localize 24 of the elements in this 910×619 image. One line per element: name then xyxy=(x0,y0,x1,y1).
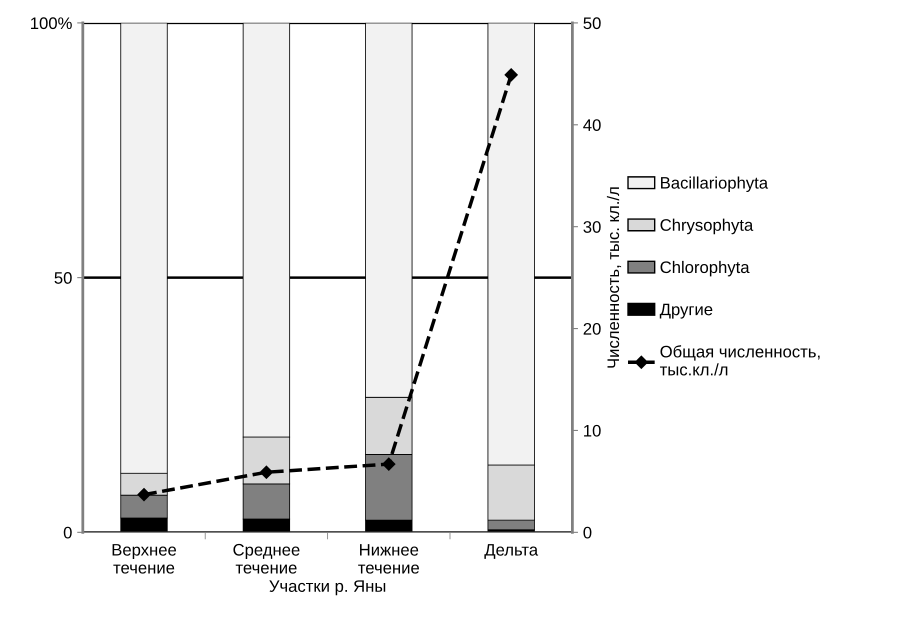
legend-label: Bacillariophyta xyxy=(661,176,768,192)
x-tick-label: Дельта xyxy=(484,544,538,559)
legend-label: Chrysophyta xyxy=(660,218,754,234)
x-tick-label: Верхнее течение xyxy=(112,544,176,574)
y2-axis-title: Численность, тыс. кл./л xyxy=(606,187,622,368)
y-tick-label: 0 xyxy=(64,526,72,539)
y2-tick-label: 0 xyxy=(583,526,592,539)
y-tick-label: 50 xyxy=(54,272,72,284)
y2-tick-label: 50 xyxy=(583,17,601,30)
y2-tick-label: 20 xyxy=(584,322,601,335)
x-tick-label: Нижнее течение xyxy=(358,544,420,574)
x-axis-title: Участки р. Яны xyxy=(269,580,386,596)
y2-tick-label: 30 xyxy=(583,221,601,233)
point xyxy=(382,457,396,471)
point xyxy=(504,68,518,82)
x-tick-label: Среднее течение xyxy=(233,544,300,574)
y2-tick-label: 40 xyxy=(583,119,601,131)
point xyxy=(137,488,151,502)
legend-label: Chlorophyta xyxy=(660,260,750,276)
y-tick-label: 100% xyxy=(31,17,72,30)
legend-label: Другие xyxy=(660,304,712,319)
point xyxy=(260,466,273,479)
legend-label: Общая численность, тыс.кл./л xyxy=(660,345,820,376)
y2-tick-label: 10 xyxy=(584,424,601,437)
